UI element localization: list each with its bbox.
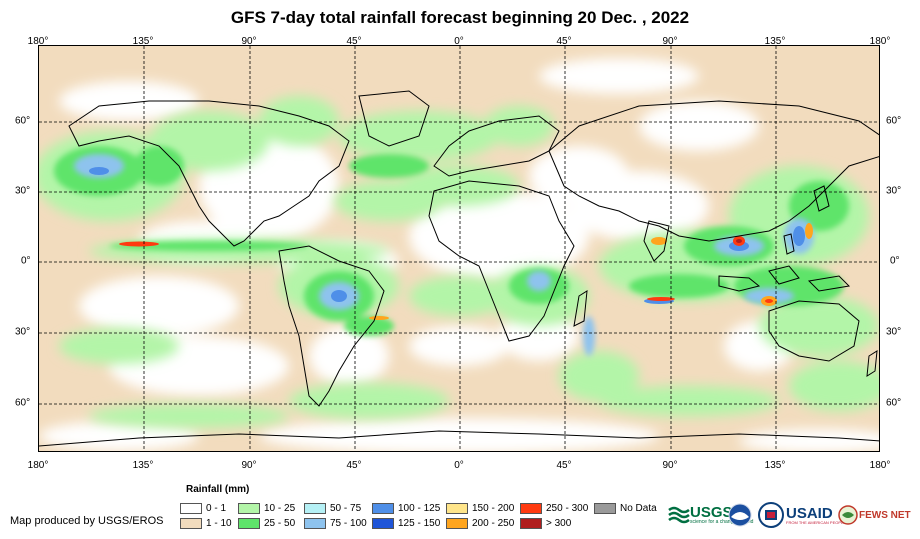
usaid-logo: USAID FROM THE AMERICAN PEOPLE (758, 500, 846, 530)
legend-swatch (180, 503, 202, 514)
legend-label: 100 - 125 (398, 503, 441, 514)
lat-label: 0° (21, 255, 31, 267)
legend-swatch (304, 518, 326, 529)
lon-label: 45° (556, 460, 572, 471)
legend-item: 200 - 250 (446, 517, 514, 530)
rain-heavy (119, 223, 813, 320)
legend-swatch (520, 518, 542, 529)
lon-label: 90° (241, 460, 257, 471)
fewsnet-logo: FEWS NET (838, 500, 911, 530)
lat-label: 60° (15, 397, 31, 409)
legend-item: 0 - 1 (180, 502, 226, 515)
legend-label: 75 - 100 (330, 518, 367, 529)
legend-item: 250 - 300 (520, 502, 588, 515)
legend-item: > 300 (520, 517, 571, 530)
lat-label: 30° (886, 326, 902, 338)
lat-label: 30° (15, 326, 31, 338)
map-credit: Map produced by USGS/EROS (10, 515, 164, 527)
legend-label: 1 - 10 (206, 518, 232, 529)
usgs-wave-icon (668, 506, 690, 524)
lat-label: 30° (886, 185, 902, 197)
legend-swatch (304, 503, 326, 514)
usaid-logo-text: USAID (786, 504, 833, 522)
lon-label: 180° (869, 36, 891, 47)
map-title: GFS 7-day total rainfall forecast beginn… (230, 8, 690, 27)
lon-label: 45° (346, 460, 362, 471)
legend-item: 50 - 75 (304, 502, 361, 515)
legend-item: 10 - 25 (238, 502, 295, 515)
lon-label: 135° (132, 36, 154, 47)
rainfall-map-svg (39, 46, 879, 451)
usgs-logo-text: USGS (690, 504, 733, 521)
legend-item: 150 - 200 (446, 502, 514, 515)
graticule (39, 46, 879, 451)
lon-label: 180° (27, 36, 49, 47)
dry-regions (39, 58, 879, 451)
legend-label: 200 - 250 (472, 518, 515, 529)
legend-item: 1 - 10 (180, 517, 232, 530)
legend-swatch (180, 518, 202, 529)
legend-label: 125 - 150 (398, 518, 441, 529)
legend-swatch (520, 503, 542, 514)
legend-item: 100 - 125 (372, 502, 440, 515)
legend-item: 25 - 50 (238, 517, 295, 530)
usgs-logo: USGS science for a changing world (668, 500, 753, 530)
legend-item: 125 - 150 (372, 517, 440, 530)
lon-label: 0° (454, 36, 464, 47)
lon-label: 90° (241, 36, 257, 47)
lat-label: 60° (886, 397, 902, 409)
rain-75-100 (74, 154, 814, 356)
legend-swatch (594, 503, 616, 514)
usaid-tagline: FROM THE AMERICAN PEOPLE (786, 519, 846, 525)
lon-label: 180° (27, 460, 49, 471)
rainfall-map (38, 45, 880, 452)
noaa-emblem-icon (728, 503, 752, 527)
legend-swatch (372, 518, 394, 529)
usgs-tagline: science for a changing world (690, 519, 754, 525)
usaid-seal-icon (758, 502, 784, 528)
lat-label: 60° (15, 115, 31, 127)
lat-label: 60° (886, 115, 902, 127)
lon-label: 135° (764, 460, 786, 471)
legend-label: 25 - 50 (264, 518, 296, 529)
legend-swatch (446, 503, 468, 514)
lon-label: 45° (556, 36, 572, 47)
legend-item: 75 - 100 (304, 517, 367, 530)
lon-label: 135° (764, 36, 786, 47)
legend-title: Rainfall (mm) (186, 484, 250, 495)
legend-swatch (238, 518, 260, 529)
legend-label: No Data (620, 503, 657, 514)
lon-label: 0° (454, 460, 464, 471)
legend-item: No Data (594, 502, 657, 515)
lat-label: 30° (15, 185, 31, 197)
legend-label: 10 - 25 (264, 503, 296, 514)
lat-label: 0° (890, 255, 900, 267)
coastlines (39, 90, 879, 447)
lon-label: 90° (662, 460, 678, 471)
fewsnet-globe-icon (838, 505, 858, 525)
lon-label: 45° (346, 36, 362, 47)
legend-label: 250 - 300 (546, 503, 589, 514)
legend-swatch (372, 503, 394, 514)
legend-label: 0 - 1 (206, 503, 227, 514)
legend-label: 50 - 75 (330, 503, 362, 514)
fewsnet-logo-text: FEWS NET (859, 509, 911, 521)
lon-label: 180° (869, 460, 891, 471)
lon-label: 135° (132, 460, 154, 471)
legend-swatch (446, 518, 468, 529)
noaa-logo (728, 500, 752, 530)
legend-swatch (238, 503, 260, 514)
legend-label: 150 - 200 (472, 503, 515, 514)
lon-label: 90° (662, 36, 678, 47)
legend-label: > 300 (546, 518, 572, 529)
